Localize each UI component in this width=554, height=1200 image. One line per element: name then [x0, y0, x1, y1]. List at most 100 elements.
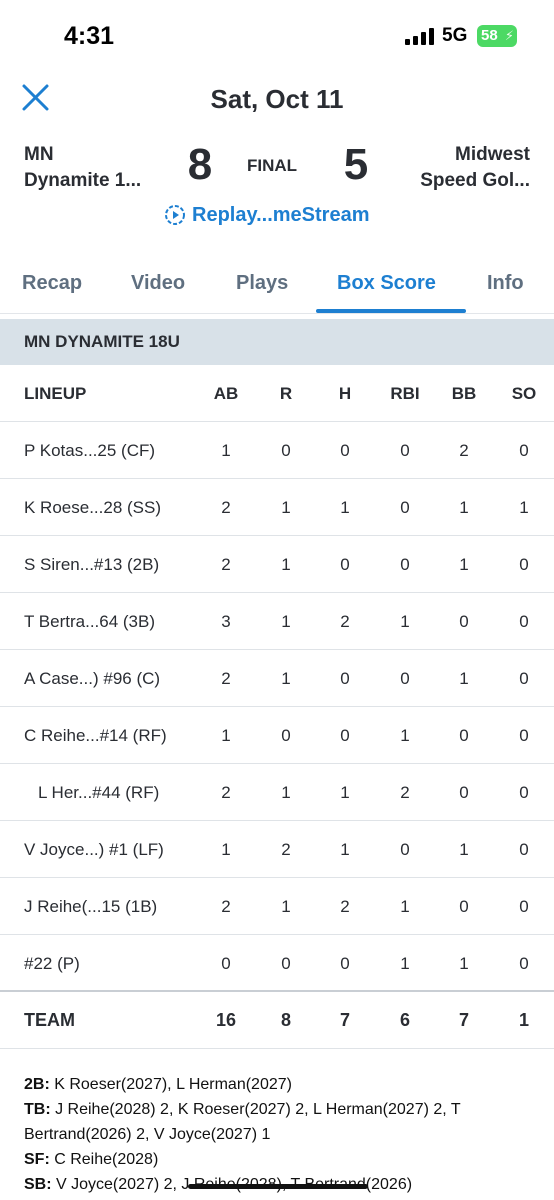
status-time: 4:31: [64, 22, 115, 50]
stat-h: 1: [340, 498, 350, 517]
stat-ab: 0: [221, 954, 231, 973]
away-team-score: 8: [187, 140, 213, 189]
total-r: 8: [280, 1010, 291, 1030]
home-indicator[interactable]: [188, 1184, 368, 1189]
player-name: S Siren...#13 (2B): [24, 555, 160, 574]
stat-rbi: 0: [400, 555, 410, 574]
stat-bb: 1: [459, 498, 469, 517]
table-row[interactable]: A Case...) #96 (C) 2 1 0 0 1 0: [0, 650, 554, 707]
stat-ab: 2: [221, 669, 231, 688]
player-name: C Reihe...#14 (RF): [24, 726, 167, 745]
stat-so: 0: [519, 783, 529, 802]
tab-recap[interactable]: Recap: [22, 272, 83, 294]
note-key: 2B:: [24, 1076, 50, 1093]
away-team-line1: MN: [24, 144, 54, 165]
player-name: #22 (P): [24, 954, 80, 973]
note-value: J Reihe(2028) 2, K Roeser(2027) 2, L Her…: [24, 1101, 461, 1143]
stat-ab: 1: [221, 726, 231, 745]
stat-so: 0: [519, 897, 529, 916]
network-type: 5G: [442, 25, 468, 46]
stat-ab: 3: [221, 612, 231, 631]
table-row[interactable]: T Bertra...64 (3B) 3 1 2 1 0 0: [0, 593, 554, 650]
table-row[interactable]: #22 (P) 0 0 0 1 1 0: [0, 935, 554, 992]
table-row[interactable]: S Siren...#13 (2B) 2 1 0 0 1 0: [0, 536, 554, 593]
home-team-line1: Midwest: [455, 144, 530, 165]
stat-rbi: 1: [400, 612, 410, 631]
note-value: K Roeser(2027), L Herman(2027): [49, 1076, 292, 1093]
away-team-name[interactable]: MN Dynamite 1...: [24, 142, 184, 194]
header-lineup: LINEUP: [24, 384, 87, 403]
header-bb: BB: [451, 384, 477, 403]
note-key: SB:: [24, 1176, 52, 1193]
stat-r: 1: [281, 783, 291, 802]
header-r: R: [279, 384, 293, 403]
table-row[interactable]: V Joyce...) #1 (LF) 1 2 1 0 1 0: [0, 821, 554, 878]
stat-bb: 1: [459, 555, 469, 574]
close-x-icon: [22, 84, 49, 111]
player-name: J Reihe(...15 (1B): [24, 897, 158, 916]
stat-h: 1: [340, 840, 350, 859]
stat-bb: 0: [459, 726, 469, 745]
signal-icon: [405, 28, 435, 45]
stat-r: 1: [281, 555, 291, 574]
batting-notes: 2B: K Roeser(2027), L Herman(2027) TB: J…: [24, 1072, 544, 1197]
replay-link[interactable]: Replay...meStream: [164, 201, 370, 229]
battery-icon: 58 ⚡: [477, 25, 517, 47]
table-row[interactable]: L Her...#44 (RF) 2 1 1 2 0 0: [0, 764, 554, 821]
note-doubles: 2B: K Roeser(2027), L Herman(2027): [24, 1072, 544, 1097]
stat-so: 0: [519, 726, 529, 745]
stat-rbi: 0: [400, 840, 410, 859]
stat-rbi: 1: [400, 954, 410, 973]
player-name: L Her...#44 (RF): [38, 783, 160, 802]
battery-level: 58: [481, 27, 498, 44]
stat-so: 0: [519, 954, 529, 973]
tab-box-score[interactable]: Box Score: [337, 272, 436, 294]
total-bb: 7: [458, 1010, 469, 1030]
stat-h: 0: [340, 555, 350, 574]
stat-so: 0: [519, 612, 529, 631]
team-section-header: MN DYNAMITE 18U: [0, 319, 554, 365]
note-total-bases: TB: J Reihe(2028) 2, K Roeser(2027) 2, L…: [24, 1097, 544, 1147]
tab-info[interactable]: Info: [487, 272, 524, 294]
home-team-line2: Speed Gol...: [420, 170, 530, 191]
stat-h: 2: [340, 612, 350, 631]
note-sac-fly: SF: C Reihe(2028): [24, 1147, 544, 1172]
close-button[interactable]: [20, 82, 52, 114]
charging-bolt-icon: ⚡: [504, 28, 514, 43]
stat-bb: 2: [459, 441, 469, 460]
stat-ab: 1: [221, 441, 231, 460]
tab-bar: Recap Video Plays Box Score Info: [0, 255, 554, 313]
stat-so: 0: [519, 441, 529, 460]
stat-h: 0: [340, 669, 350, 688]
stat-rbi: 0: [400, 498, 410, 517]
player-name: T Bertra...64 (3B): [24, 612, 156, 631]
stat-h: 0: [340, 954, 350, 973]
tab-video[interactable]: Video: [131, 272, 186, 294]
table-row[interactable]: J Reihe(...15 (1B) 2 1 2 1 0 0: [0, 878, 554, 935]
tabs-divider: [0, 313, 554, 314]
stat-ab: 2: [221, 897, 231, 916]
note-key: TB:: [24, 1101, 51, 1118]
tab-plays[interactable]: Plays: [236, 272, 289, 294]
table-row[interactable]: K Roese...28 (SS) 2 1 1 0 1 1: [0, 479, 554, 536]
totals-label: TEAM: [24, 1010, 75, 1030]
header-ab: AB: [213, 384, 239, 403]
stat-ab: 2: [221, 498, 231, 517]
stat-so: 0: [519, 840, 529, 859]
stat-rbi: 0: [400, 441, 410, 460]
stat-rbi: 2: [400, 783, 410, 802]
game-status: FINAL: [247, 156, 298, 175]
stat-r: 0: [281, 441, 291, 460]
total-ab: 16: [215, 1010, 237, 1030]
table-row[interactable]: P Kotas...25 (CF) 1 0 0 0 2 0: [0, 422, 554, 479]
table-row[interactable]: C Reihe...#14 (RF) 1 0 0 1 0 0: [0, 707, 554, 764]
game-date-title: Sat, Oct 11: [210, 84, 344, 114]
active-tab-indicator: [316, 309, 466, 313]
total-rbi: 6: [399, 1010, 410, 1030]
home-team-name[interactable]: Midwest Speed Gol...: [370, 142, 530, 194]
note-key: SF:: [24, 1151, 50, 1168]
stat-ab: 1: [221, 840, 231, 859]
player-name: P Kotas...25 (CF): [24, 441, 156, 460]
status-bar: 4:31 5G 58 ⚡: [0, 0, 554, 70]
stat-so: 0: [519, 555, 529, 574]
